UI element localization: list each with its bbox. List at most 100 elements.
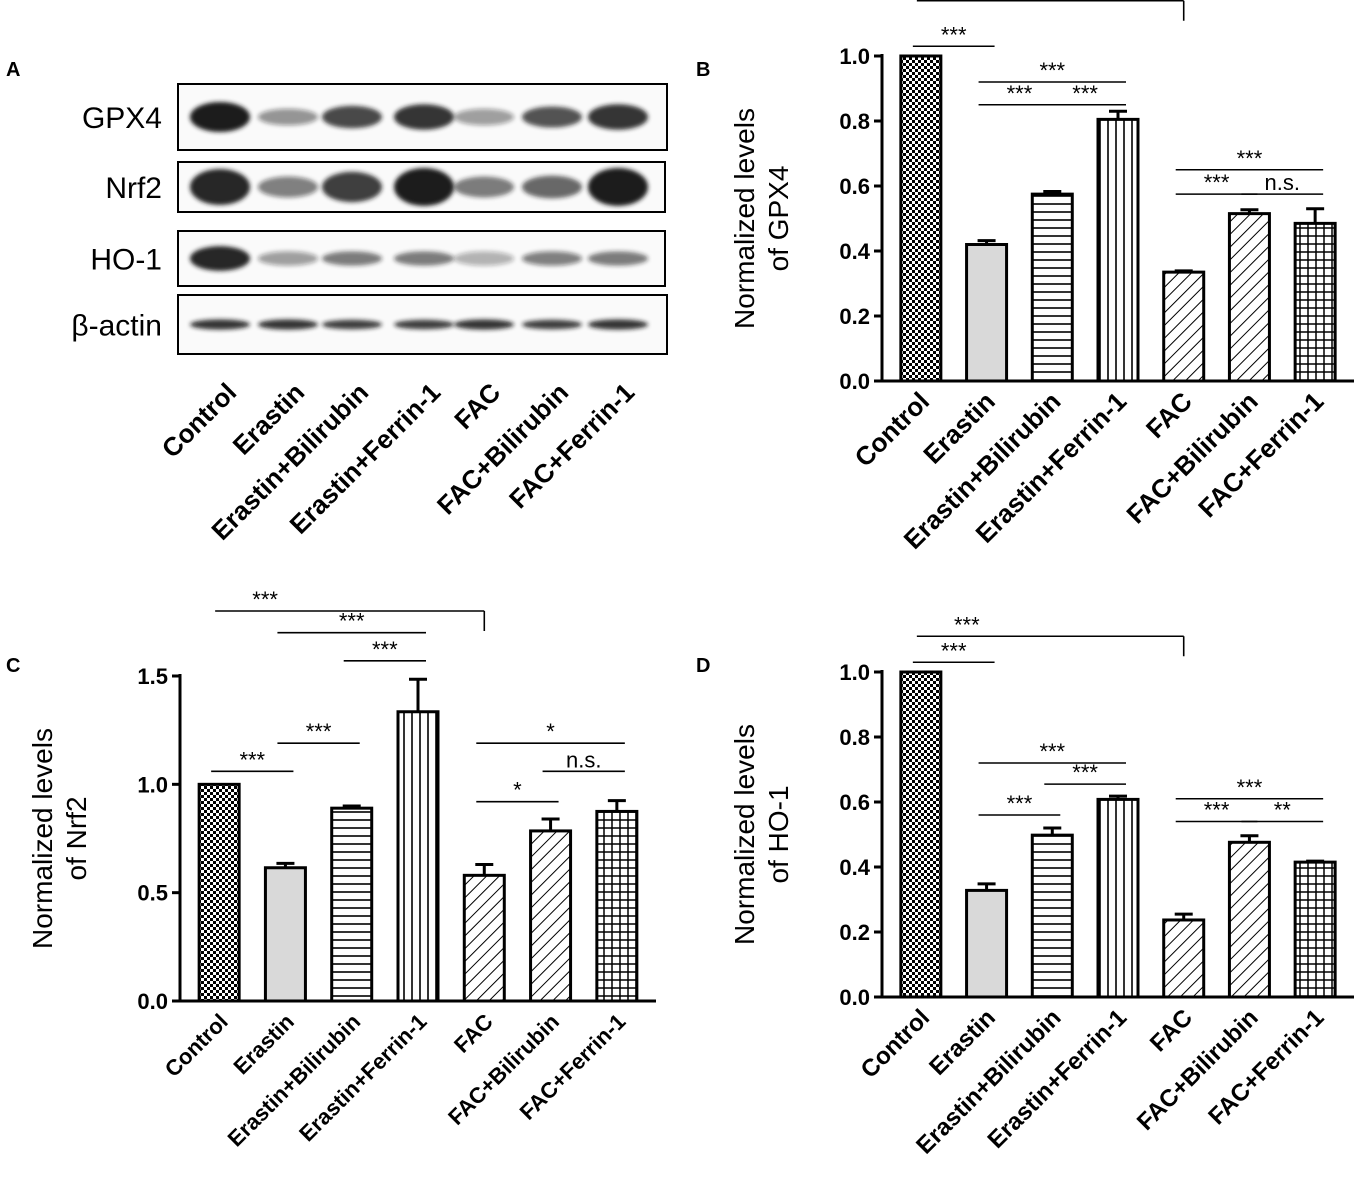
bar-erastin-ferrin-1	[1096, 117, 1140, 383]
significance-label: ***	[239, 747, 265, 772]
blot-row-actin: β-actin	[71, 294, 668, 355]
blot-band	[588, 104, 648, 130]
y-tick-label: 0.6	[839, 174, 870, 199]
significance-label: ***	[306, 719, 332, 744]
bar-control	[899, 54, 943, 383]
y-axis-label-line: of GPX4	[763, 166, 794, 272]
panel-label-a: A	[6, 59, 20, 81]
y-tick-label: 0.8	[839, 725, 870, 750]
blot-band	[522, 175, 582, 199]
significance-label: ***	[252, 587, 278, 612]
significance-label: ***	[1237, 775, 1263, 800]
y-axis-label: Normalized levels of HO-1	[729, 724, 794, 945]
y-axis-label-line: Normalized levels	[729, 724, 760, 945]
blot-band	[190, 246, 250, 271]
significance-label: ***	[1039, 739, 1065, 764]
bar-erastin-ferrin-1	[396, 710, 440, 1003]
panel-label-b: B	[696, 59, 710, 81]
bar-control	[899, 670, 943, 999]
significance-label: ***	[1204, 170, 1230, 195]
blot-band	[454, 319, 514, 330]
x-tick-label-fac-ferrin-1: FAC+Ferrin-1	[1203, 1004, 1329, 1130]
bar-control	[197, 782, 241, 1003]
blot-band	[322, 251, 382, 266]
bar-fac-bilirubin	[1227, 840, 1271, 999]
panel-label-d: D	[696, 655, 710, 677]
significance-label: ***	[1237, 146, 1263, 171]
blot-band	[588, 168, 648, 206]
y-tick-label: 0.0	[839, 369, 870, 394]
bar-fac-ferrin-1	[1293, 221, 1337, 383]
blot-band	[322, 105, 382, 129]
blot-band	[522, 106, 582, 128]
y-axis-label-line: Normalized levels	[27, 728, 58, 949]
bar-fac-bilirubin	[529, 829, 573, 1003]
significance-label: ***	[941, 638, 967, 663]
significance-label: ***	[1007, 81, 1033, 106]
y-axis-label: Normalized levels of Nrf2	[27, 728, 92, 949]
blot-band	[454, 108, 514, 126]
blot-row-label: HO-1	[90, 244, 162, 277]
y-tick-label: 0.5	[137, 881, 168, 906]
significance-label: ***	[954, 612, 980, 637]
blot-band	[454, 251, 514, 266]
significance-label: ***	[1039, 58, 1065, 83]
blot-band	[394, 319, 454, 330]
significance-label: ***	[941, 22, 967, 47]
significance-label: ***	[1007, 791, 1033, 816]
significance-label: ***	[1204, 798, 1230, 823]
bar-erastin-bilirubin	[1030, 192, 1074, 383]
bar-fac	[462, 873, 506, 1003]
y-axis-label-line: of Nrf2	[61, 796, 92, 880]
blot-band	[522, 251, 582, 266]
y-tick-label: 0.4	[839, 855, 870, 880]
blot-band	[522, 319, 582, 330]
y-tick-label: 0.4	[839, 239, 870, 264]
significance-label: ***	[372, 637, 398, 662]
x-tick-label-control: Control	[160, 1009, 233, 1082]
chart-ho1: 0.0 0.2 0.4 0.6 0.8 1.0 Normalized levels of HO…	[729, 612, 1354, 1160]
significance-label: *	[546, 719, 555, 744]
blot-band	[190, 319, 250, 330]
blot-band	[322, 319, 382, 330]
y-tick-label: 1.0	[137, 772, 168, 797]
bar-erastin	[263, 866, 307, 1003]
y-axis-label-line: of HO-1	[763, 785, 794, 883]
blot-row-label: GPX4	[82, 102, 162, 135]
western-blot: GPX4Nrf2HO-1β-actinControlErastinErastin…	[71, 83, 668, 546]
x-tick-label-fac: FAC	[1145, 1004, 1198, 1057]
bar-erastin-bilirubin	[330, 806, 374, 1003]
significance-label: ***	[339, 609, 365, 634]
blot-band	[258, 176, 318, 198]
blot-lane-label: FAC	[448, 377, 506, 435]
x-tick-label-control: Control	[856, 1004, 935, 1083]
blot-band	[258, 319, 318, 330]
blot-band	[258, 251, 318, 266]
chart-gpx4: 0.0 0.2 0.4 0.6 0.8 1.0 Normalized levels of GP…	[729, 0, 1354, 555]
blot-row-label: Nrf2	[105, 172, 162, 205]
blot-row-label: β-actin	[71, 310, 162, 343]
blot-band	[454, 176, 514, 198]
blot-band	[588, 251, 648, 266]
bar-erastin	[965, 243, 1009, 383]
bar-erastin-ferrin-1	[1096, 797, 1140, 999]
blot-lane-label: Control	[156, 377, 243, 464]
y-axis-label: Normalized levels of GPX4	[729, 108, 794, 329]
blot-band	[190, 102, 250, 132]
bar-fac	[1162, 270, 1206, 383]
blot-row-gpx4: GPX4	[82, 83, 668, 151]
y-tick-label: 0.0	[137, 989, 168, 1014]
significance-label: *	[513, 778, 522, 803]
y-tick-label: 0.6	[839, 790, 870, 815]
x-tick-label-control: Control	[849, 386, 936, 473]
y-tick-label: 1.0	[839, 44, 870, 69]
bar-erastin	[965, 888, 1009, 999]
significance-label: ***	[1072, 81, 1098, 106]
significance-label: **	[1274, 798, 1292, 823]
y-tick-label: 0.2	[839, 920, 870, 945]
bar-fac	[1162, 918, 1206, 999]
y-tick-label: 0.8	[839, 109, 870, 134]
y-tick-label: 0.0	[839, 985, 870, 1010]
blot-band	[258, 108, 318, 126]
